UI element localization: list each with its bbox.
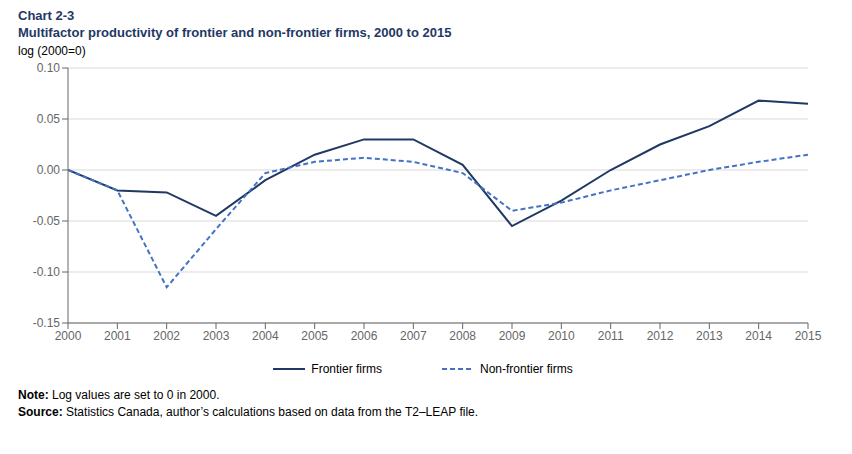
svg-text:-0.05: -0.05 [33, 214, 61, 228]
svg-text:2002: 2002 [153, 329, 180, 343]
svg-text:2009: 2009 [499, 329, 526, 343]
svg-text:2014: 2014 [745, 329, 772, 343]
svg-text:0.00: 0.00 [37, 163, 61, 177]
svg-text:2012: 2012 [647, 329, 674, 343]
svg-text:2013: 2013 [696, 329, 723, 343]
svg-text:2006: 2006 [351, 329, 378, 343]
svg-text:2008: 2008 [449, 329, 476, 343]
svg-text:2011: 2011 [598, 329, 624, 343]
html-text:Source: Statistics Canada, aut: Source: Statistics Canada, author’s calc… [18, 405, 479, 419]
svg-text:-0.15: -0.15 [33, 316, 61, 330]
html-text:Note: Log values are set to 0: Note: Log values are set to 0 in 2000. [18, 388, 220, 402]
svg-text:0.10: 0.10 [37, 61, 61, 75]
html-text:log (2000=0): log (2000=0) [18, 44, 86, 58]
svg-text:2015: 2015 [795, 329, 822, 343]
svg-text:2005: 2005 [301, 329, 328, 343]
svg-text:-0.10: -0.10 [33, 265, 61, 279]
html-text:Non-frontier firms: Non-frontier firms [480, 362, 573, 376]
svg-text:2010: 2010 [548, 329, 575, 343]
svg-text:2000: 2000 [55, 329, 82, 343]
html-text:Frontier firms: Frontier firms [311, 362, 382, 376]
svg-text:2003: 2003 [203, 329, 230, 343]
svg-text:2001: 2001 [104, 329, 131, 343]
html-text:Chart 2-3: Chart 2-3 [18, 8, 75, 23]
html-text:Multifactor productivity of fr: Multifactor productivity of frontier and… [18, 25, 452, 40]
svg-text:2004: 2004 [252, 329, 279, 343]
svg-text:0.05: 0.05 [37, 112, 61, 126]
svg-text:2007: 2007 [400, 329, 427, 343]
